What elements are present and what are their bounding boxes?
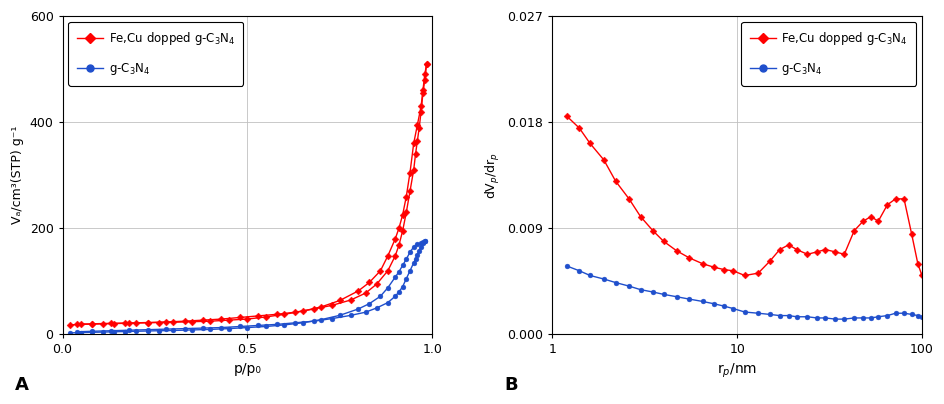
Y-axis label: dV$_p$/dr$_p$: dV$_p$/dr$_p$ bbox=[483, 152, 501, 199]
Y-axis label: Vₐ/cm³(STP) g⁻¹: Vₐ/cm³(STP) g⁻¹ bbox=[11, 126, 25, 225]
X-axis label: p/p₀: p/p₀ bbox=[233, 362, 261, 376]
Legend: Fe,Cu dopped g-C$_3$N$_4$, g-C$_3$N$_4$: Fe,Cu dopped g-C$_3$N$_4$, g-C$_3$N$_4$ bbox=[740, 22, 915, 86]
Legend: Fe,Cu dopped g-C$_3$N$_4$, g-C$_3$N$_4$: Fe,Cu dopped g-C$_3$N$_4$, g-C$_3$N$_4$ bbox=[68, 22, 243, 86]
Text: B: B bbox=[504, 376, 517, 394]
X-axis label: r$_p$/nm: r$_p$/nm bbox=[716, 362, 756, 380]
Text: A: A bbox=[14, 376, 28, 394]
